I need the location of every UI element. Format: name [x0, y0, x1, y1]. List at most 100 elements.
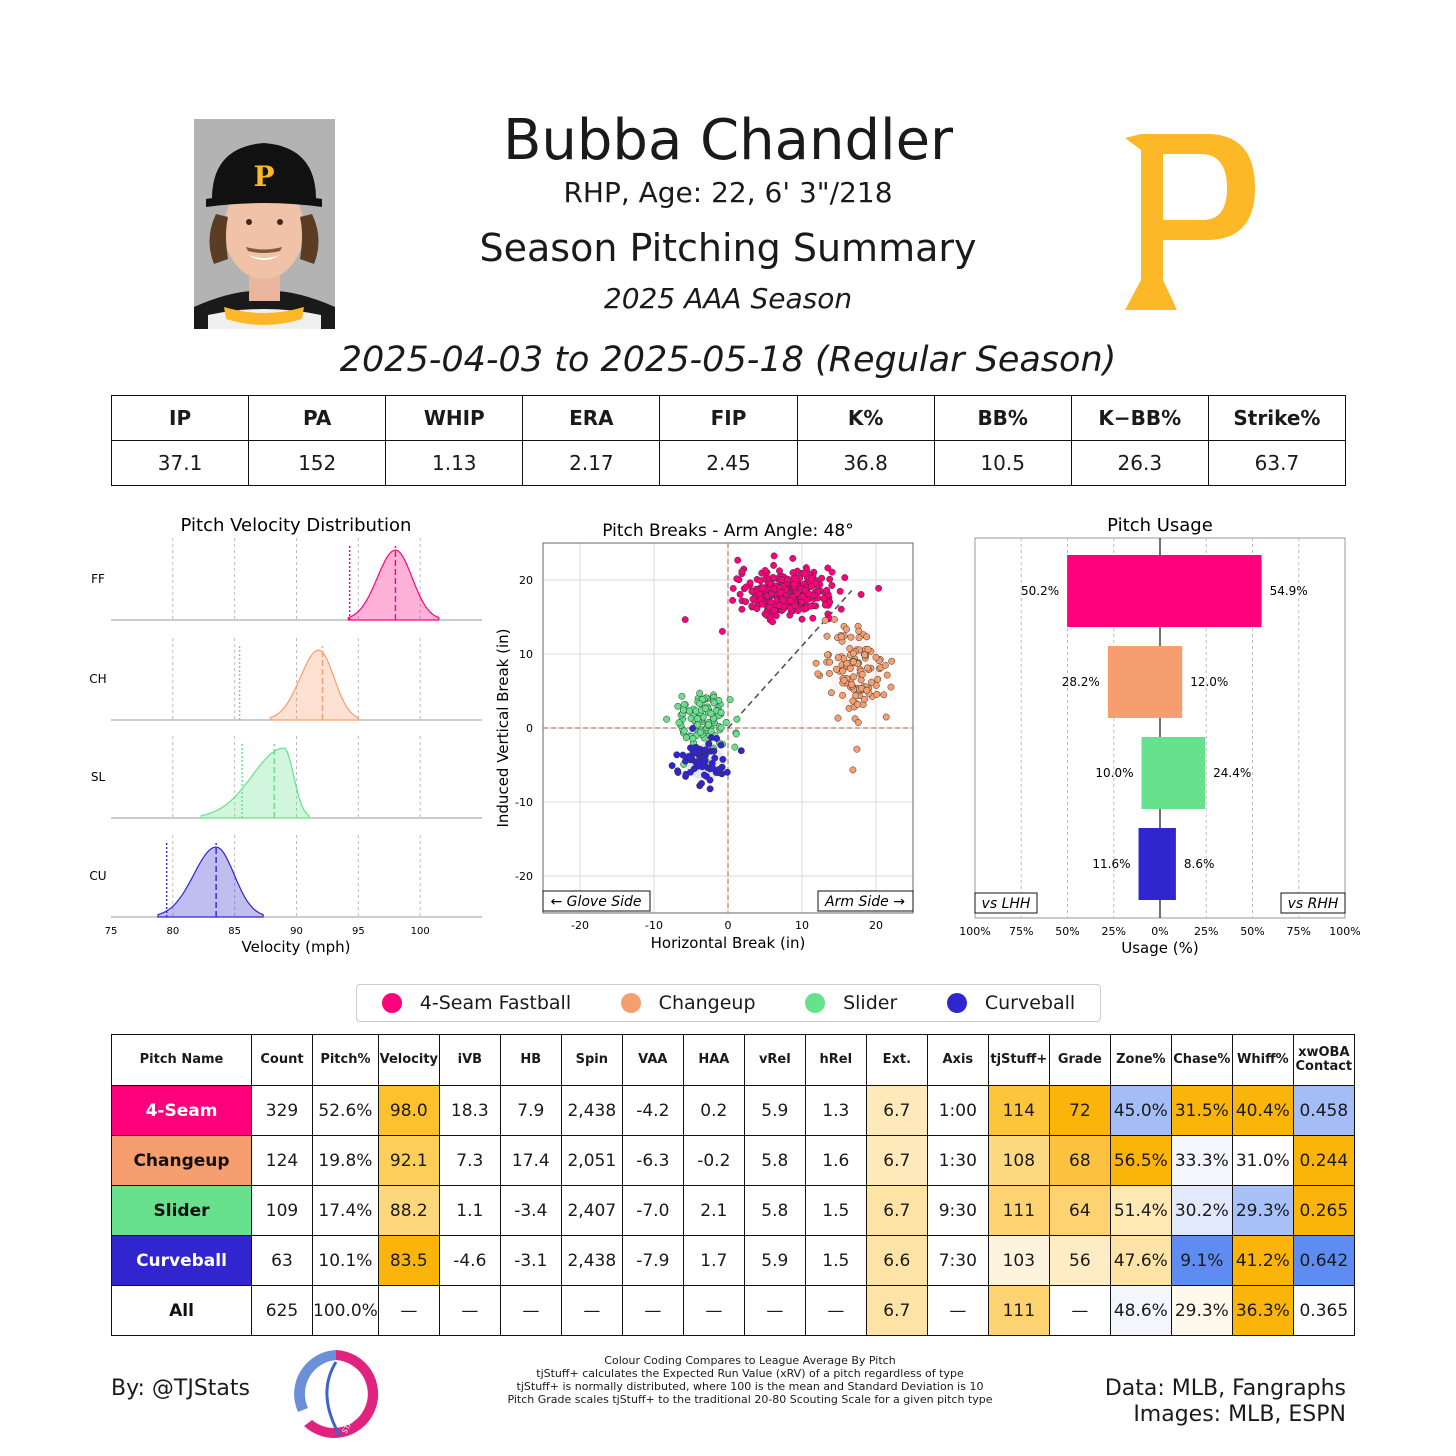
table-cell: 0.458: [1292, 1085, 1355, 1136]
table-cell: 31.5%: [1170, 1085, 1233, 1136]
table-cell: 47.6%: [1109, 1235, 1172, 1286]
break-point: [736, 590, 744, 598]
break-cluster-CH: [812, 616, 896, 774]
usage-bars-FF: 50.2% 54.9%: [1021, 555, 1308, 627]
break-point: [705, 721, 712, 729]
break-point: [837, 605, 845, 613]
velocity-tick-label: 75: [105, 926, 118, 937]
date-range: 2025-04-03 to 2025-05-18 (Regular Season…: [339, 340, 1117, 380]
velocity-row-SL: SL: [91, 736, 482, 819]
break-point: [857, 591, 865, 598]
stat-value: 2.17: [522, 440, 661, 486]
break-point: [854, 719, 862, 726]
break-point: [832, 665, 840, 673]
break-point: [758, 600, 766, 608]
break-point: [776, 567, 783, 575]
break-point: [732, 730, 740, 738]
usage-tick-label: 25%: [1194, 925, 1218, 938]
table-cell: 1.1: [438, 1185, 501, 1236]
stat-header: WHIP: [385, 395, 524, 441]
season-stats-table: IP PA WHIP ERA FIP K% BB% K−BB% Strike% 37.1 152 1…: [110, 395, 1347, 486]
break-point: [818, 574, 826, 582]
stat-header: IP: [110, 395, 250, 441]
stat-value: 36.8: [796, 440, 935, 486]
break-point: [843, 660, 851, 667]
stat-value: 1.13: [385, 440, 524, 486]
break-point: [849, 649, 857, 657]
break-point: [679, 706, 687, 714]
break-point: [823, 586, 831, 594]
pitch-legend: 4-Seam Fastball Changeup Slider Curveball: [356, 984, 1101, 1022]
break-point: [693, 715, 701, 723]
break-point: [731, 743, 739, 751]
break-point: [812, 659, 820, 667]
break-point: [826, 575, 834, 583]
break-point: [776, 589, 784, 597]
table-cell: -4.2: [621, 1085, 684, 1136]
break-point: [734, 556, 742, 564]
table-header: Chase%: [1170, 1034, 1233, 1086]
break-point: [697, 728, 704, 736]
table-cell: 0.365: [1292, 1285, 1355, 1336]
break-point: [882, 713, 890, 721]
table-cell: 92.1: [377, 1135, 440, 1186]
break-point: [875, 584, 883, 592]
break-point: [847, 633, 855, 641]
breaks-chart-title: Pitch Breaks - Arm Angle: 48°: [602, 521, 854, 541]
table-cell: 103: [987, 1235, 1050, 1286]
table-cell: 2,438: [560, 1085, 623, 1136]
break-point: [820, 595, 827, 603]
break-point: [673, 751, 681, 759]
break-point: [807, 575, 815, 583]
table-cell: 7.9: [499, 1085, 562, 1136]
usage-tick-label: 75%: [1287, 925, 1311, 938]
stat-value: 10.5: [933, 440, 1072, 486]
table-cell: -0.2: [682, 1135, 745, 1186]
table-cell: 0.265: [1292, 1185, 1355, 1236]
legend-item: Curveball: [946, 992, 1075, 1014]
break-point: [861, 695, 868, 703]
table-cell: —: [560, 1285, 623, 1336]
table-cell: 108: [987, 1135, 1050, 1186]
break-point: [864, 645, 872, 653]
table-cell: 1.5: [804, 1235, 867, 1286]
legend-marker: [805, 993, 826, 1013]
break-point: [685, 753, 693, 761]
break-point: [873, 690, 881, 698]
break-point: [715, 766, 723, 774]
breaks-y-tick: 10: [519, 648, 533, 661]
vs-lhh-label: vs LHH: [982, 896, 1031, 912]
table-cell: 19.8%: [312, 1135, 379, 1186]
break-point: [779, 596, 787, 604]
pitch-name-cell: Changeup: [111, 1135, 252, 1186]
usage-label-lhh: 10.0%: [1095, 766, 1133, 780]
break-point: [807, 602, 815, 610]
break-point: [793, 589, 801, 597]
usage-chart-title: Pitch Usage: [1107, 515, 1213, 536]
image-credit: Images: MLB, ESPN: [1133, 1402, 1346, 1427]
velocity-chart-title: Pitch Velocity Distribution: [181, 515, 412, 536]
break-point: [789, 569, 797, 577]
table-cell: 83.5: [377, 1235, 440, 1286]
break-point: [849, 697, 857, 705]
velocity-density-CH: [269, 649, 359, 721]
table-cell: 2.1: [682, 1185, 745, 1236]
break-point: [698, 780, 705, 787]
table-cell: 29.3%: [1231, 1185, 1294, 1236]
breaks-y-tick: 0: [526, 722, 533, 735]
usage-bar-lhh: [1107, 646, 1160, 718]
break-point: [706, 776, 714, 784]
usage-tick-label: 100%: [959, 925, 990, 938]
table-cell: —: [438, 1285, 501, 1336]
pitch-usage-chart: Pitch Usage 100% 75% 50% 25% 0% 25% 50% 75% 100% 5…: [955, 510, 1365, 960]
break-point: [849, 658, 857, 666]
pitch-metrics-table: Pitch Name Count Pitch% Velocity iVB HB Spin VA…: [111, 1034, 1355, 1336]
table-cell: -7.9: [621, 1235, 684, 1286]
table-cell: 31.0%: [1231, 1135, 1294, 1186]
usage-label-lhh: 28.2%: [1062, 675, 1100, 689]
break-point: [825, 669, 833, 677]
break-point: [858, 670, 866, 678]
breaks-y-tick: -10: [515, 796, 533, 809]
data-credit: Data: MLB, Fangraphs: [1104, 1376, 1346, 1401]
table-header: Grade: [1048, 1034, 1111, 1086]
